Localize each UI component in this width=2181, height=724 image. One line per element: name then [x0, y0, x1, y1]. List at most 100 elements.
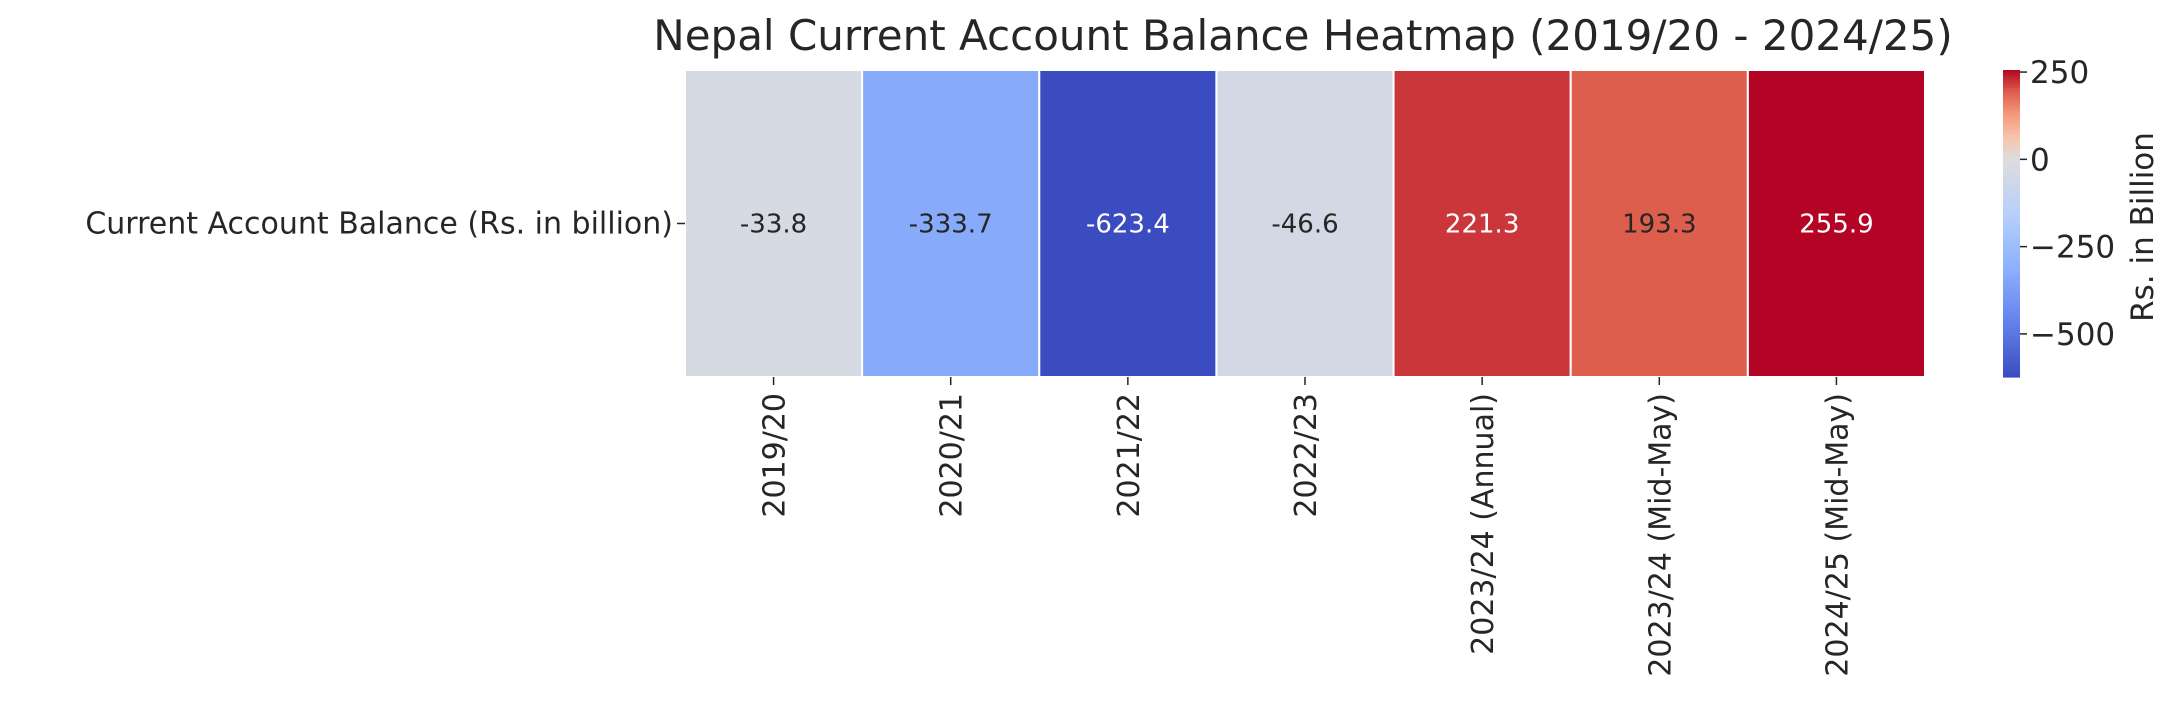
colorbar-band — [2003, 200, 2020, 204]
cell-value-label: 255.9 — [1799, 210, 1873, 240]
colorbar-band — [2003, 213, 2020, 217]
colorbar-band — [2003, 121, 2020, 125]
colorbar-band — [2003, 82, 2020, 86]
colorbar-band — [2003, 338, 2020, 342]
cell-value-label: 193.3 — [1622, 210, 1696, 240]
colorbar-band — [2003, 182, 2020, 186]
colorbar-band — [2003, 228, 2020, 232]
colorbar-band — [2003, 231, 2020, 235]
colorbar-band — [2003, 323, 2020, 327]
colorbar-band — [2003, 80, 2020, 84]
colorbar-band — [2003, 197, 2020, 202]
colorbar-band — [2003, 318, 2020, 322]
colorbar-band — [2003, 233, 2020, 237]
colorbar-band — [2003, 103, 2020, 107]
colorbar-band — [2003, 174, 2020, 179]
colorbar-band — [2003, 279, 2020, 283]
x-tick-label: 2023/24 (Mid-May) — [1643, 393, 1678, 677]
colorbar-band — [2003, 139, 2020, 143]
colorbar-band — [2003, 369, 2020, 373]
colorbar-band — [2003, 264, 2020, 268]
colorbar-band — [2003, 195, 2020, 199]
colorbar-band — [2003, 98, 2020, 102]
colorbar-label: Rs. in Billion — [2125, 132, 2161, 322]
colorbar: 250 0 −250 −500 — [2003, 55, 2115, 378]
colorbar-band — [2003, 223, 2020, 227]
colorbar-band — [2003, 256, 2020, 260]
colorbar-band — [2003, 85, 2020, 89]
colorbar-band — [2003, 343, 2020, 347]
colorbar-band — [2003, 210, 2020, 214]
colorbar-band — [2003, 287, 2020, 291]
colorbar-band — [2003, 356, 2020, 360]
colorbar-band — [2003, 272, 2020, 276]
colorbar-band — [2003, 251, 2020, 255]
colorbar-band — [2003, 110, 2020, 115]
colorbar-band — [2003, 282, 2020, 286]
colorbar-band — [2003, 154, 2020, 158]
colorbar-band — [2003, 261, 2020, 266]
colorbar-tick-label: −250 — [2030, 230, 2115, 266]
colorbar-band — [2003, 156, 2020, 161]
colorbar-band — [2003, 70, 2020, 74]
cell-value-label: -33.8 — [740, 210, 807, 240]
colorbar-band — [2003, 336, 2020, 340]
heatmap-cells: -33.8 -333.7 -623.4 -46.6 221.3 193.3 255.9 — [684, 69, 1927, 378]
colorbar-band — [2003, 105, 2020, 109]
colorbar-band — [2003, 164, 2020, 168]
colorbar-band — [2003, 90, 2020, 94]
colorbar-band — [2003, 192, 2020, 196]
colorbar-band — [2003, 266, 2020, 271]
colorbar-band — [2003, 238, 2020, 243]
colorbar-band — [2003, 371, 2020, 376]
colorbar-band — [2003, 361, 2020, 365]
colorbar-band — [2003, 374, 2020, 378]
colorbar-band — [2003, 246, 2020, 250]
colorbar-band — [2003, 177, 2020, 181]
colorbar-band — [2003, 126, 2020, 130]
x-tick-label: 2023/24 (Annual) — [1466, 393, 1501, 655]
colorbar-band — [2003, 215, 2020, 219]
x-tick-label: 2020/21 — [935, 393, 970, 518]
colorbar-band — [2003, 141, 2020, 145]
colorbar-band — [2003, 159, 2020, 163]
heatmap-cell — [1215, 69, 1395, 378]
x-tick-label: 2021/22 — [1112, 393, 1147, 518]
colorbar-band — [2003, 277, 2020, 281]
colorbar-band — [2003, 151, 2020, 156]
colorbar-band — [2003, 320, 2020, 324]
y-axis: Current Account Balance (Rs. in billion) — [85, 207, 685, 242]
colorbar-band — [2003, 93, 2020, 97]
colorbar-band — [2003, 346, 2020, 350]
colorbar-band — [2003, 351, 2020, 355]
colorbar-band — [2003, 333, 2020, 337]
colorbar-band — [2003, 162, 2020, 166]
colorbar-band — [2003, 123, 2020, 127]
colorbar-band — [2003, 328, 2020, 332]
colorbar-band — [2003, 128, 2020, 132]
heatmap-cell — [684, 69, 864, 378]
colorbar-band — [2003, 259, 2020, 263]
colorbar-band — [2003, 297, 2020, 301]
colorbar-band — [2003, 341, 2020, 345]
colorbar-band — [2003, 205, 2020, 209]
colorbar-band — [2003, 241, 2020, 245]
colorbar-band — [2003, 353, 2020, 358]
colorbar-band — [2003, 190, 2020, 194]
heatmap-cell — [1038, 69, 1218, 378]
colorbar-band — [2003, 72, 2020, 76]
colorbar-band — [2003, 187, 2020, 191]
colorbar-band — [2003, 302, 2020, 306]
colorbar-band — [2003, 95, 2020, 99]
x-tick-label: 2019/20 — [758, 393, 793, 518]
colorbar-band — [2003, 75, 2020, 79]
colorbar-band — [2003, 108, 2020, 112]
colorbar-band — [2003, 236, 2020, 240]
colorbar-band — [2003, 149, 2020, 153]
colorbar-band — [2003, 146, 2020, 150]
colorbar-band — [2003, 172, 2020, 176]
colorbar-band — [2003, 315, 2020, 319]
colorbar-tick-label: 0 — [2030, 142, 2050, 178]
colorbar-band — [2003, 87, 2020, 92]
